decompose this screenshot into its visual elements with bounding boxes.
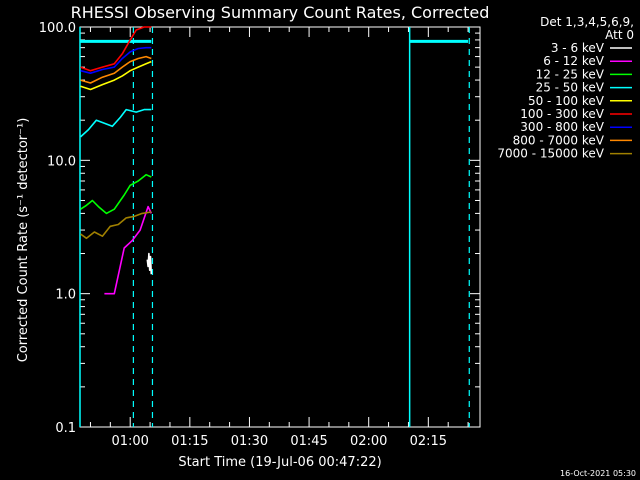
- plot-frame: [79, 26, 481, 428]
- series-line-0: [146, 252, 153, 275]
- x-tick-label: 01:45: [290, 434, 327, 449]
- y-tick-label: 100.0: [39, 21, 76, 36]
- x-tick-label: 02:00: [350, 434, 387, 449]
- legend-label: 12 - 25 keV: [536, 67, 605, 81]
- y-axis-label: Corrected Count Rate (s⁻¹ detector⁻¹): [16, 118, 31, 363]
- legend-label: 50 - 100 keV: [528, 94, 605, 108]
- y-tick-label: 10.0: [47, 154, 76, 169]
- series-layer: [79, 26, 469, 295]
- series-line-3: [79, 108, 152, 138]
- chart-title: RHESSI Observing Summary Count Rates, Co…: [71, 3, 490, 22]
- legend-label: 7000 - 15000 keV: [497, 147, 604, 161]
- series-line-6: [80, 46, 152, 74]
- legend-label: 25 - 50 keV: [536, 81, 605, 95]
- legend-header-1: Det 1,3,4,5,6,9,: [540, 15, 634, 29]
- footer-date: 16-Oct-2021 05:30: [560, 469, 636, 478]
- x-axis-label: Start Time (19-Jul-06 00:47:22): [178, 455, 381, 470]
- series-line-5: [80, 26, 152, 72]
- x-tick-label: 02:15: [410, 434, 447, 449]
- legend-label: 800 - 7000 keV: [513, 133, 605, 147]
- legend-label: 6 - 12 keV: [543, 54, 605, 68]
- series-line-4: [80, 60, 152, 91]
- series-line-1: [104, 205, 153, 295]
- legend-label: 3 - 6 keV: [551, 41, 605, 55]
- series-line-8: [80, 211, 152, 240]
- x-tick-label: 01:30: [231, 434, 268, 449]
- legend-label: 100 - 300 keV: [520, 107, 604, 121]
- series-line-7: [80, 55, 152, 84]
- x-tick-label: 01:00: [111, 434, 148, 449]
- axis-ticks: 0.1 1.0 10.0 100.0 01:00 01:15 01:30 01:45 02:00…: [39, 21, 480, 449]
- x-tick-label: 01:15: [171, 434, 208, 449]
- series-line-2: [80, 173, 152, 215]
- y-tick-label: 0.1: [55, 421, 76, 436]
- legend-header-2: Att 0: [605, 28, 634, 42]
- y-tick-label: 1.0: [55, 288, 76, 303]
- time-markers: [79, 27, 470, 427]
- legend-label: 300 - 800 keV: [520, 120, 604, 134]
